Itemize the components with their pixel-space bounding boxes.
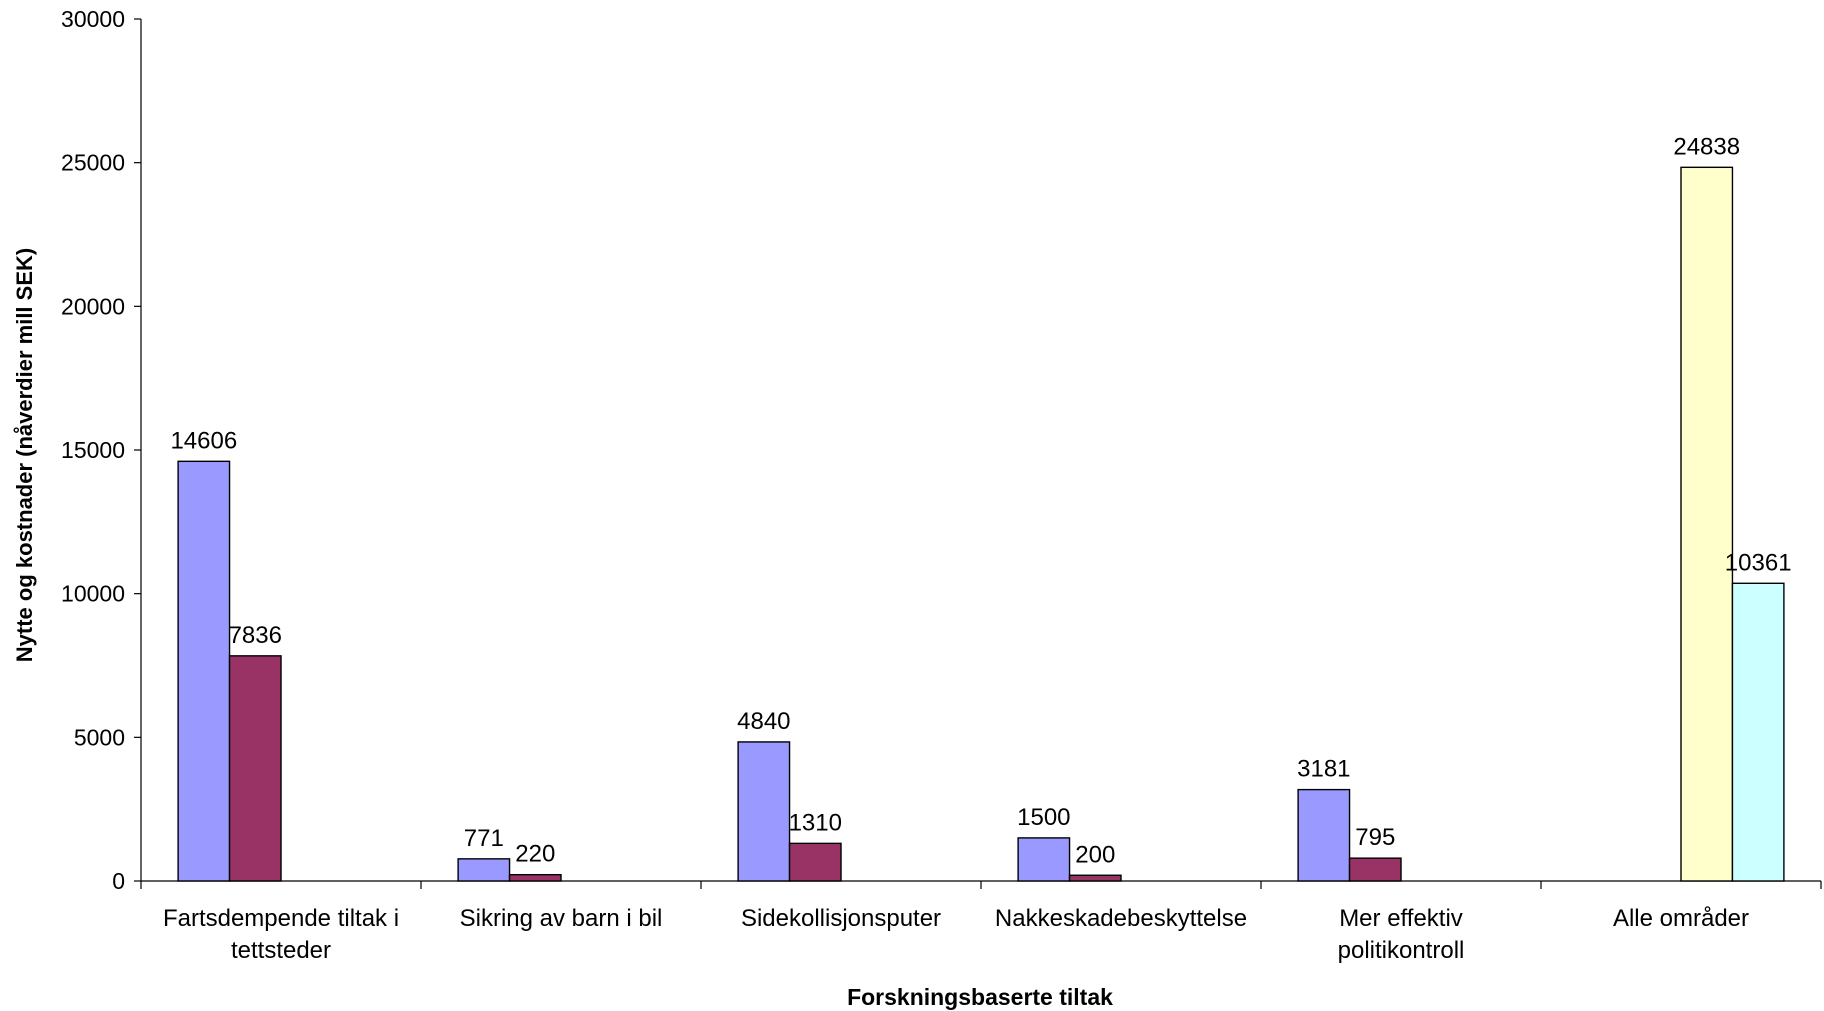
bar <box>457 858 511 882</box>
category-label: Alle områder <box>1613 905 1749 932</box>
data-label: 220 <box>515 841 555 868</box>
y-tick-label: 0 <box>112 868 125 894</box>
bar <box>1297 788 1351 882</box>
data-label: 14606 <box>170 427 237 454</box>
bar <box>737 741 791 882</box>
bar <box>508 873 562 882</box>
data-label: 771 <box>464 825 504 852</box>
y-tick-label: 15000 <box>61 437 125 463</box>
data-label: 795 <box>1355 824 1395 851</box>
bar <box>788 842 842 882</box>
bars <box>177 166 1785 882</box>
data-label: 200 <box>1075 841 1115 868</box>
y-axis-title: Nytte og kostnader (nåverdier mill SEK) <box>12 248 37 662</box>
y-tick-label: 10000 <box>61 581 125 607</box>
data-label: 3181 <box>1297 756 1350 783</box>
x-axis-title: Forskningsbaserte tiltak <box>847 984 1113 1010</box>
category-label: Nakkeskadebeskyttelse <box>995 905 1247 932</box>
bar <box>1348 857 1402 882</box>
bar <box>177 460 231 882</box>
bar <box>1731 582 1785 882</box>
x-axis: Fartsdempende tiltak i tettsteder Sikring … <box>140 880 1822 964</box>
bar <box>1068 874 1122 882</box>
category-label: Mer effektiv politikontroll <box>1338 905 1465 964</box>
bar <box>228 655 282 882</box>
category-label: Sidekollisjonsputer <box>741 905 941 932</box>
y-tick-label: 20000 <box>61 293 125 319</box>
data-label: 1500 <box>1017 804 1070 831</box>
y-tick-label: 25000 <box>61 150 125 176</box>
bar <box>1017 837 1071 882</box>
y-axis: 0 5000 10000 15000 20000 25000 30000 <box>61 6 142 894</box>
data-label: 4840 <box>737 708 790 735</box>
data-label: 7836 <box>229 622 282 649</box>
y-tick-label: 30000 <box>61 6 125 32</box>
category-label: Fartsdempende tiltak i tettsteder <box>163 905 399 964</box>
bar <box>1680 166 1734 882</box>
data-label: 1310 <box>789 809 842 836</box>
data-label: 24838 <box>1673 133 1740 160</box>
category-label: Sikring av barn i bil <box>460 905 663 932</box>
y-tick-label: 5000 <box>74 724 125 750</box>
data-label: 10361 <box>1725 549 1792 576</box>
